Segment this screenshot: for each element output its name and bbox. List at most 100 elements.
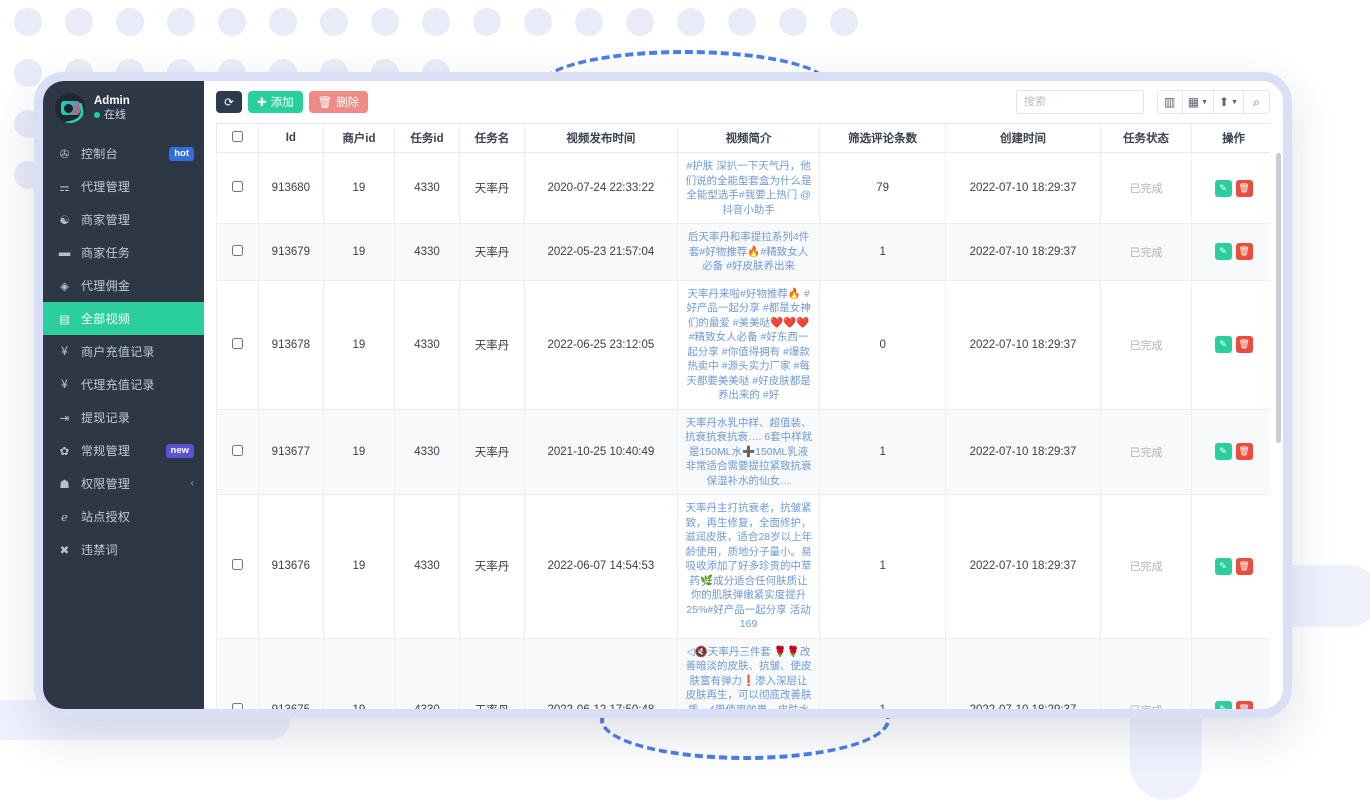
sidebar-item-3[interactable]: ▬ 商家任务 bbox=[43, 236, 204, 269]
row-checkbox[interactable] bbox=[231, 559, 243, 571]
delete-row-button[interactable]: 🗑 bbox=[1235, 243, 1253, 261]
row-select-cell[interactable] bbox=[216, 494, 259, 639]
decorative-dot bbox=[269, 8, 297, 36]
cell-create_time: 2022-07-10 18:29:37 bbox=[945, 409, 1102, 495]
table-row[interactable]: 913680 19 4330 天率丹 2020-07-24 22:33:22 #护肤 深扒… bbox=[216, 152, 1270, 224]
row-checkbox[interactable] bbox=[231, 702, 243, 709]
table-row[interactable]: 913678 19 4330 天率丹 2022-06-25 23:12:05 天率丹来啦#… bbox=[216, 280, 1270, 410]
edit-row-button[interactable]: ✎ bbox=[1214, 557, 1232, 575]
actions-cell: ✎🗑 bbox=[1191, 494, 1270, 639]
sidebar-item-10[interactable]: ☗ 权限管理 ‹ bbox=[43, 467, 204, 500]
cell-merchant_id: 19 bbox=[352, 338, 366, 351]
sidebar-item-1[interactable]: ⚎ 代理管理 bbox=[43, 170, 204, 203]
delete-row-button[interactable]: 🗑 bbox=[1235, 179, 1253, 197]
actions-cell: ✎🗑 bbox=[1191, 409, 1270, 495]
table-row[interactable]: 913676 19 4330 天率丹 2022-06-07 14:54:53 天率丹主打抗… bbox=[216, 494, 1270, 639]
cell-task_name: 天率丹 bbox=[474, 183, 510, 195]
cell-comments: 1 bbox=[879, 704, 885, 709]
description-cell: #护肤 深扒一下天气丹，他们说的全能型套盒为什么是全能型选手#我要上热门 @抖音… bbox=[677, 152, 821, 224]
row-checkbox[interactable] bbox=[231, 337, 243, 349]
add-button[interactable]: ✚ 添加 bbox=[248, 91, 303, 113]
cell-status: 已完成 bbox=[1129, 183, 1163, 195]
sidebar-item-5[interactable]: ▤ 全部视频 bbox=[43, 302, 204, 335]
cell-task_name: 天率丹 bbox=[459, 494, 525, 639]
content-area: ⟳ ✚ 添加 🗑 删除 ▥ ▦▼ ⬆▼ bbox=[204, 81, 1283, 709]
decorative-dot bbox=[422, 8, 450, 36]
cell-task_name: 天率丹 bbox=[474, 246, 510, 259]
row-select-cell[interactable] bbox=[216, 638, 259, 709]
export-button[interactable]: ⬆ ▼ bbox=[1214, 90, 1244, 114]
sidebar-item-7[interactable]: ¥ 代理充值记录 bbox=[43, 368, 204, 401]
cell-create_time: 2022-07-10 18:29:37 bbox=[969, 245, 1077, 258]
delete-row-button[interactable]: 🗑 bbox=[1235, 336, 1253, 353]
select-all-checkbox[interactable] bbox=[231, 131, 243, 142]
vertical-scrollbar[interactable] bbox=[1276, 153, 1281, 443]
sidebar-item-8[interactable]: ⇥ 提现记录 bbox=[43, 401, 204, 434]
select-all-header[interactable] bbox=[216, 123, 259, 153]
decorative-dot bbox=[269, 8, 297, 36]
row-checkbox[interactable] bbox=[231, 244, 243, 256]
search-button[interactable]: ⌕ bbox=[1244, 90, 1270, 114]
profile-block[interactable]: Admin 在线 bbox=[43, 81, 204, 133]
cell-comments: 1 bbox=[819, 494, 946, 639]
cell-comments: 1 bbox=[819, 223, 946, 281]
cell-create_time: 2022-07-10 18:29:37 bbox=[945, 223, 1102, 281]
settings-icon: ✿ bbox=[59, 445, 70, 458]
decorative-dot bbox=[524, 8, 552, 36]
table-row[interactable]: 913679 19 4330 天率丹 2022-05-23 21:57:04 后天率丹和率… bbox=[216, 223, 1270, 281]
cell-task_id: 4330 bbox=[394, 409, 460, 495]
cell-id: 913680 bbox=[258, 152, 324, 224]
table-scroll-container[interactable]: Id 商户id 任务id 任务名 视频发布时间 视频简介 筛选评论条数 创建时间 任务状态 操作 … bbox=[216, 123, 1270, 709]
edit-row-button[interactable]: ✎ bbox=[1214, 336, 1232, 353]
decorative-dot bbox=[626, 8, 654, 36]
refresh-button[interactable]: ⟳ bbox=[216, 91, 242, 113]
decorative-dot bbox=[320, 8, 348, 36]
sidebar-item-11[interactable]: ℯ 站点授权 bbox=[43, 500, 204, 533]
grid-view-button[interactable]: ▦ ▼ bbox=[1182, 90, 1214, 114]
sidebar-item-2[interactable]: ☯ 商家管理 bbox=[43, 203, 204, 236]
cell-merchant_id: 19 bbox=[352, 182, 366, 194]
edit-row-button[interactable]: ✎ bbox=[1214, 443, 1232, 461]
cell-publish_time: 2022-06-07 14:54:53 bbox=[524, 494, 678, 639]
table-row[interactable]: 913677 19 4330 天率丹 2021-10-25 10:40:49 天率丹水乳中… bbox=[216, 409, 1270, 495]
cell-publish_time: 2022-06-25 23:12:05 bbox=[547, 338, 655, 351]
delete-row-button[interactable]: 🗑 bbox=[1235, 557, 1253, 575]
sidebar-item-12[interactable]: ✖ 违禁词 bbox=[43, 533, 204, 566]
cell-task_name: 天率丹 bbox=[459, 152, 525, 224]
sidebar-item-6[interactable]: ¥ 商户充值记录 bbox=[43, 335, 204, 368]
row-checkbox[interactable] bbox=[231, 181, 243, 192]
row-select-cell[interactable] bbox=[216, 280, 259, 410]
action-buttons: ✎🗑 bbox=[1196, 701, 1270, 709]
cell-task_name: 天率丹 bbox=[474, 339, 510, 352]
row-select-cell[interactable] bbox=[216, 223, 259, 281]
merchant-icon: ☯ bbox=[59, 214, 70, 227]
cell-publish_time: 2022-06-12 17:50:48 bbox=[524, 638, 678, 709]
columns-toggle-button[interactable]: ▥ bbox=[1156, 90, 1183, 114]
video-table: Id 商户id 任务id 任务名 视频发布时间 视频简介 筛选评论条数 创建时间 任务状态 操作 … bbox=[216, 123, 1270, 709]
cell-task_id: 4330 bbox=[394, 638, 460, 709]
cell-publish_time: 2020-07-24 22:33:22 bbox=[524, 152, 678, 224]
cell-desc: #护肤 深扒一下天气丹，他们说的全能型套盒为什么是全能型选手#我要上热门 @抖音… bbox=[685, 160, 812, 216]
sidebar-item-9[interactable]: ✿ 常规管理 new bbox=[43, 434, 204, 467]
chevron-down-icon: ▼ bbox=[1201, 98, 1208, 106]
row-select-cell[interactable] bbox=[216, 409, 259, 495]
delete-row-button[interactable]: 🗑 bbox=[1235, 443, 1253, 461]
edit-row-button[interactable]: ✎ bbox=[1214, 701, 1232, 709]
search-input[interactable] bbox=[1015, 90, 1144, 114]
sidebar-item-0[interactable]: ✇ 控制台 hot bbox=[43, 137, 204, 170]
table-row[interactable]: 913675 19 4330 天率丹 2022-06-12 17:50:48 ◁🔇天率丹三… bbox=[216, 638, 1270, 709]
edit-row-button[interactable]: ✎ bbox=[1214, 179, 1232, 197]
cell-task_id: 4330 bbox=[394, 494, 460, 639]
decorative-dot bbox=[473, 8, 501, 36]
cell-status: 已完成 bbox=[1129, 446, 1163, 459]
row-select-cell[interactable] bbox=[216, 152, 259, 224]
dashboard-icon: ✇ bbox=[59, 148, 70, 161]
sidebar-item-4[interactable]: ◈ 代理佣金 bbox=[43, 269, 204, 302]
description-cell: 后天率丹和率提拉系列4件套#好物推荐🔥#精致女人必备 #好皮肤养出来 bbox=[677, 223, 821, 281]
edit-row-button[interactable]: ✎ bbox=[1214, 243, 1232, 261]
cell-comments: 0 bbox=[819, 280, 946, 410]
tablet-frame: Admin 在线 ✇ 控制台 hot ⚎ 代理管理 ☯ 商家管理 ▬ 商家任务 ◈ 代理佣金 ▤ 全部视… bbox=[34, 72, 1292, 718]
delete-row-button[interactable]: 🗑 bbox=[1235, 701, 1253, 709]
row-checkbox[interactable] bbox=[231, 444, 243, 456]
delete-button[interactable]: 🗑 删除 bbox=[308, 91, 369, 113]
